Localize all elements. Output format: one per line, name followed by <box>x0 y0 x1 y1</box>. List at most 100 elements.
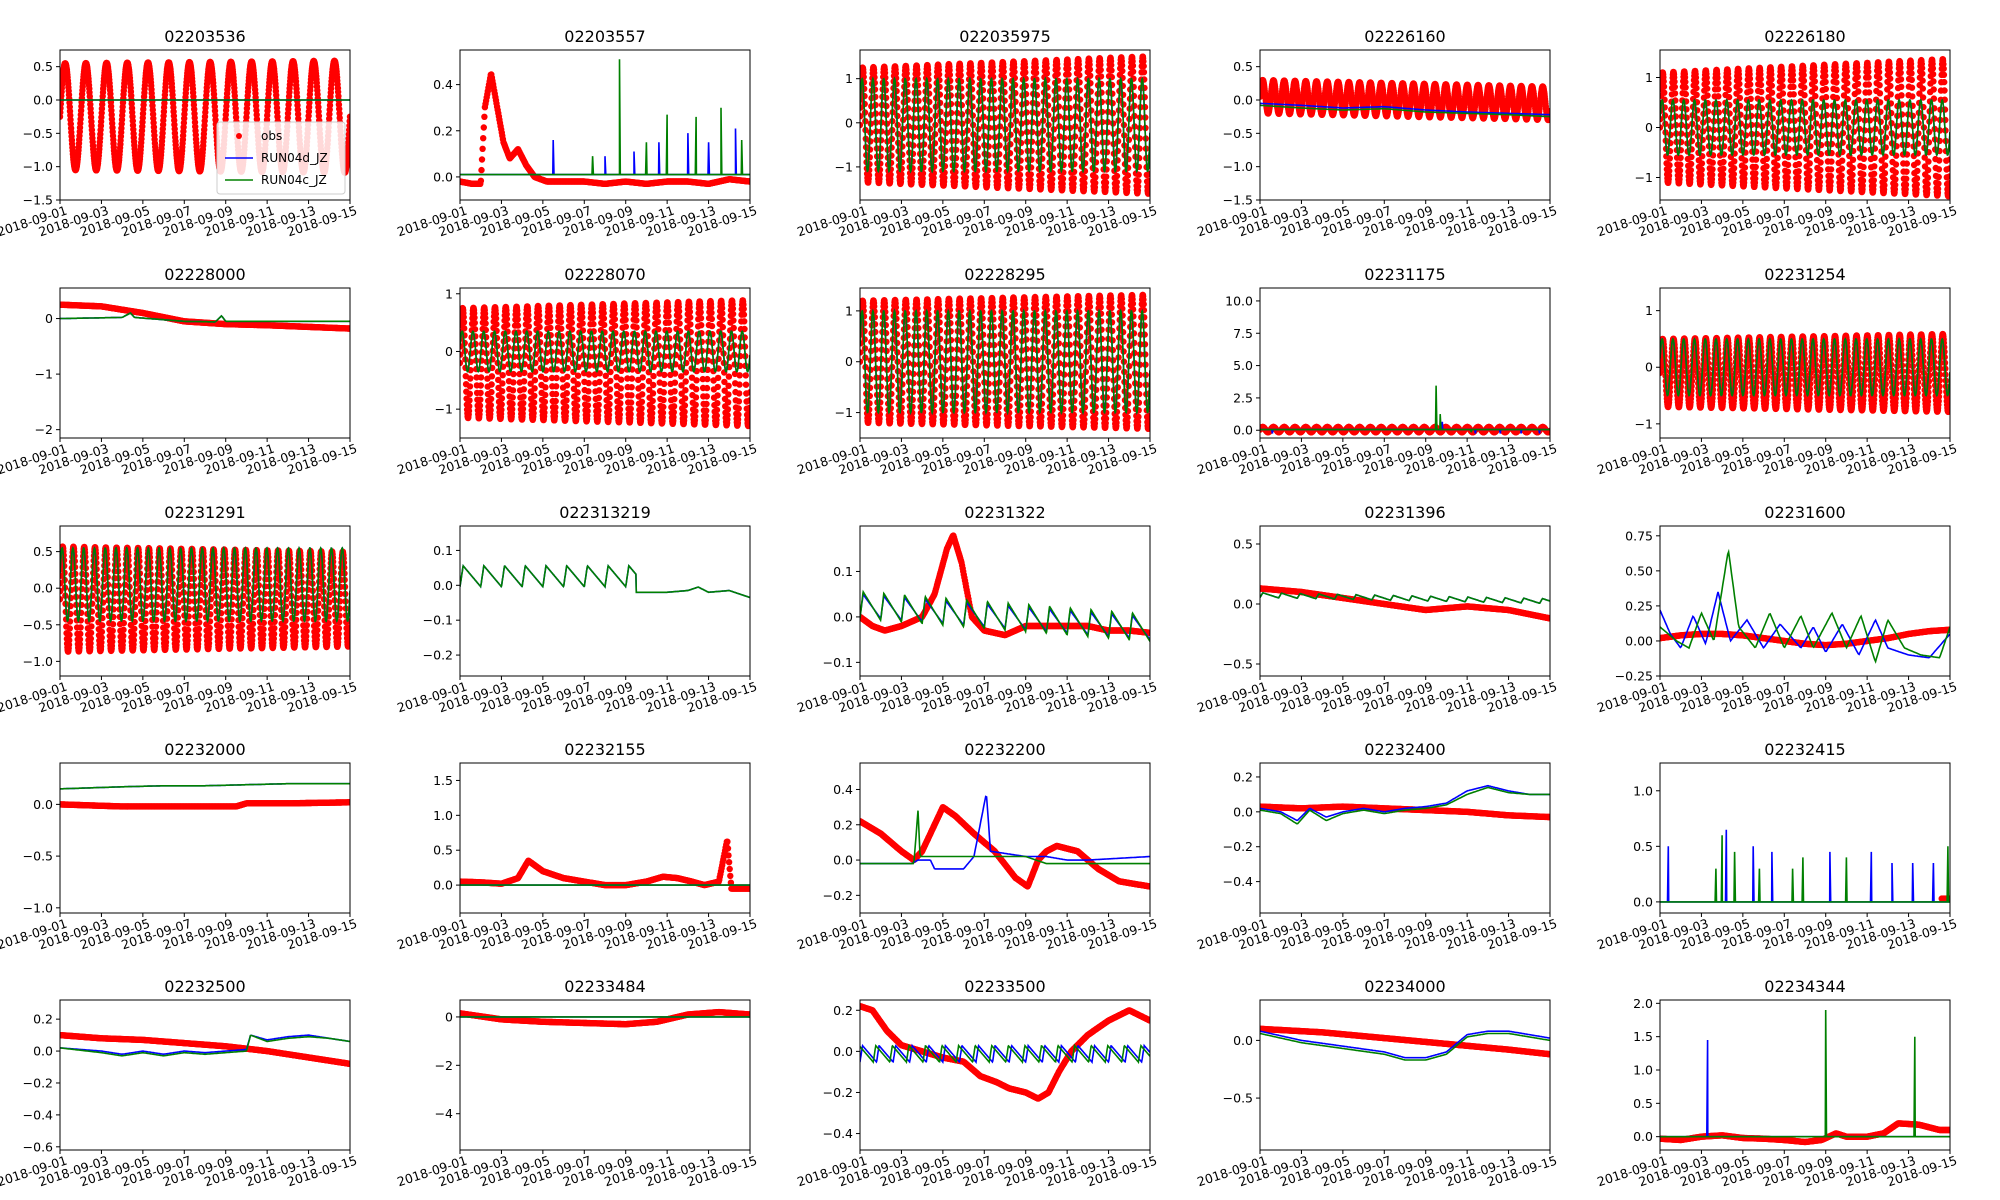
obs-point <box>1747 88 1754 95</box>
obs-point <box>1022 69 1029 76</box>
obs-point <box>1785 153 1792 161</box>
obs-point <box>1687 160 1695 168</box>
obs-point <box>1660 78 1667 85</box>
obs-point <box>1795 168 1802 175</box>
obs-point <box>1661 89 1668 96</box>
obs-point <box>1801 84 1808 91</box>
obs-point <box>1676 167 1684 174</box>
obs-point <box>1801 92 1808 99</box>
obs-point <box>1682 84 1689 91</box>
plot-area <box>460 59 750 187</box>
obs-point <box>1114 157 1121 164</box>
obs-point <box>1866 107 1873 114</box>
obs-point <box>1817 166 1824 174</box>
obs-point <box>478 166 485 174</box>
series-RUN04c_JZ <box>460 59 750 176</box>
obs-point <box>1924 166 1932 174</box>
obs-point <box>1108 67 1115 74</box>
obs-point <box>1812 92 1819 100</box>
y-tick-label: −0.5 <box>1223 126 1253 141</box>
obs-point <box>968 72 975 80</box>
obs-point <box>1849 177 1856 185</box>
obs-point <box>1827 178 1834 185</box>
obs-point <box>1671 83 1679 91</box>
obs-point <box>1875 68 1883 76</box>
obs-point <box>1925 158 1932 165</box>
obs-point <box>1698 160 1706 167</box>
obs-point <box>994 177 1002 185</box>
obs-point <box>990 87 997 95</box>
obs-point <box>1703 79 1711 86</box>
obs-point <box>1103 158 1111 165</box>
panel-02203557: 022035570.00.20.42018-09-012018-09-03201… <box>395 27 759 239</box>
obs-point <box>957 72 964 79</box>
obs-point <box>1049 176 1056 183</box>
obs-point <box>1102 179 1110 186</box>
obs-point <box>1774 162 1781 169</box>
obs-point <box>1070 180 1077 187</box>
obs-point <box>935 71 943 78</box>
obs-point <box>1102 184 1109 191</box>
obs-point <box>1098 89 1105 96</box>
obs-point <box>1113 183 1120 191</box>
obs-point <box>1860 155 1868 162</box>
obs-point <box>1011 64 1018 71</box>
obs-point <box>1887 82 1894 90</box>
obs-point <box>1789 71 1797 79</box>
obs-point <box>1763 155 1771 163</box>
obs-point <box>1876 82 1883 89</box>
obs-point <box>1791 108 1798 115</box>
obs-point <box>1737 111 1744 118</box>
obs-point <box>1113 179 1121 186</box>
obs-point <box>1140 69 1148 76</box>
obs-point <box>1908 84 1916 91</box>
obs-point <box>1865 89 1873 96</box>
obs-point <box>1881 176 1888 183</box>
obs-point <box>1888 109 1895 117</box>
panel-02226160: 02226160−1.5−1.0−0.50.00.52018-09-012018… <box>1195 27 1559 239</box>
obs-point <box>1859 177 1867 184</box>
obs-point <box>989 68 997 75</box>
obs-point <box>1811 78 1819 85</box>
obs-point <box>1124 183 1131 190</box>
obs-point <box>1806 160 1813 167</box>
obs-point <box>1875 64 1883 71</box>
obs-point <box>1843 73 1851 80</box>
obs-point <box>1764 138 1771 146</box>
panel-02203536: 02203536−1.5−1.0−0.50.00.52018-09-012018… <box>0 27 359 239</box>
obs-point <box>1666 167 1673 175</box>
obs-point <box>1693 91 1700 99</box>
obs-point <box>1027 176 1034 184</box>
obs-point <box>1892 176 1899 183</box>
obs-point <box>920 157 927 164</box>
obs-point <box>1790 91 1797 98</box>
obs-point <box>1044 84 1051 91</box>
obs-point <box>952 154 960 162</box>
obs-point <box>1790 83 1797 91</box>
obs-point <box>1055 85 1062 92</box>
obs-point <box>1039 155 1046 162</box>
obs-point <box>1054 70 1061 78</box>
obs-point <box>1660 124 1664 131</box>
series-RUN04c_JZ <box>860 76 1150 174</box>
obs-point <box>1833 94 1841 102</box>
obs-point <box>1692 74 1700 81</box>
obs-point <box>1919 94 1927 101</box>
obs-point <box>481 113 488 121</box>
axes-frame <box>1259 49 1551 201</box>
obs-point <box>1832 67 1840 75</box>
y-tick-label: 0.4 <box>433 77 453 92</box>
obs-point <box>1812 110 1820 118</box>
obs-point <box>1924 174 1932 181</box>
plot-area <box>1260 76 1550 124</box>
obs-point <box>1903 175 1910 182</box>
obs-point <box>952 174 959 181</box>
obs-point <box>1665 172 1673 179</box>
obs-point <box>1816 173 1824 180</box>
obs-point <box>1908 76 1916 84</box>
obs-point <box>1914 140 1922 147</box>
obs-point <box>1778 71 1786 78</box>
obs-point <box>1838 178 1845 185</box>
y-tick-label: 0.2 <box>433 123 453 138</box>
